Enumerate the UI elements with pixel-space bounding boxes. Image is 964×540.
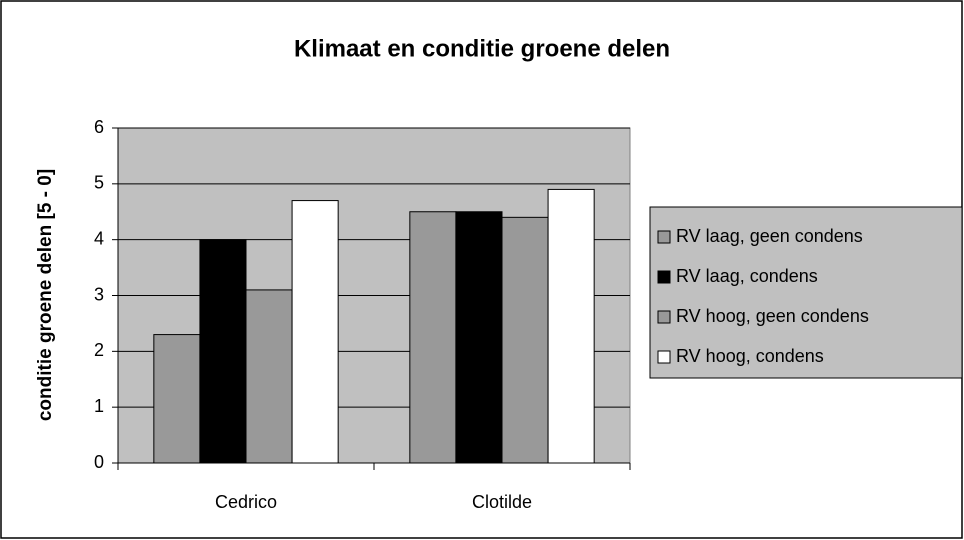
y-tick-label: 2 (94, 340, 104, 360)
bar (291, 200, 339, 464)
legend-label: RV hoog, condens (676, 346, 824, 366)
legend-swatch (657, 310, 671, 324)
legend-label: RV hoog, geen condens (676, 306, 869, 326)
x-tick-label: Cedrico (215, 492, 277, 512)
legend (649, 206, 963, 379)
legend-label: RV laag, geen condens (676, 226, 863, 246)
y-tick-label: 3 (94, 284, 104, 304)
chart-title: Klimaat en conditie groene delen (294, 35, 670, 62)
y-tick-label: 0 (94, 452, 104, 472)
legend-swatch (657, 270, 671, 284)
y-axis-label: conditie groene delen [5 - 0] (35, 169, 56, 421)
bar (245, 289, 293, 464)
legend-swatch (657, 350, 671, 364)
y-tick-label: 4 (94, 228, 104, 248)
y-tick-label: 5 (94, 173, 104, 193)
bar (501, 216, 549, 464)
legend-label: RV laag, condens (676, 266, 818, 286)
bar (455, 211, 503, 464)
bar (199, 239, 247, 464)
y-tick-label: 6 (94, 117, 104, 137)
y-tick-label: 1 (94, 396, 104, 416)
bar (153, 334, 201, 464)
legend-swatch (657, 230, 671, 244)
bar (547, 188, 595, 464)
bar (409, 211, 457, 464)
x-tick-label: Clotilde (472, 492, 532, 512)
